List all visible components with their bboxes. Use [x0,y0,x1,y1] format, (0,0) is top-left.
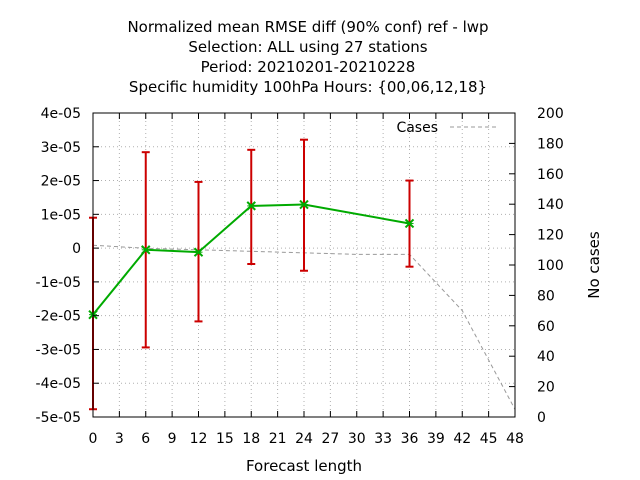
y-tick-label: 3e-05 [41,140,81,156]
x-tick-label: 24 [295,431,313,447]
chart-title: Normalized mean RMSE diff (90% conf) ref… [127,18,488,96]
x-tick-label: 18 [242,431,260,447]
y2-tick-label: 80 [537,288,555,304]
x-tick-label: 48 [506,431,524,447]
y2-tick-label: 40 [537,349,555,365]
rmse-diff-line [92,203,410,316]
title-line: Period: 20210201-20210228 [201,58,416,76]
x-tick-label: 9 [168,431,177,447]
x-tick-label: 3 [115,431,124,447]
x-tick-label: 27 [321,431,339,447]
axes: 0 3 6 9 12 15 18 21 24 27 30 33 36 39 42 45 48-5e-05-4e-… [36,106,603,475]
x-tick-label: 12 [190,431,208,447]
x-tick-label: 6 [141,431,150,447]
series-layer [88,138,516,411]
data-point-marker [299,199,309,210]
x-tick-label: 39 [427,431,445,447]
title-line: Selection: ALL using 27 stations [188,38,427,56]
y2-tick-label: 100 [537,258,564,274]
y2-axis-label: No cases [585,231,603,299]
x-tick-label: 21 [269,431,287,447]
y-tick-label: 1e-05 [41,207,81,223]
y2-tick-label: 120 [537,228,564,244]
y-tick-label: -1e-05 [36,275,81,291]
x-axis-label: Forecast length [246,457,362,475]
data-point-marker [404,218,415,229]
legend: Cases [396,120,498,136]
x-tick-label: 0 [89,431,98,447]
data-point-marker [141,245,151,255]
y2-tick-label: 140 [537,197,564,213]
y-tick-label: -4e-05 [36,376,81,392]
y-tick-label: -3e-05 [36,342,81,358]
y-tick-label: -2e-05 [36,309,81,325]
y-tick-label: 4e-05 [41,106,81,122]
x-tick-label: 30 [348,431,366,447]
title-line: Normalized mean RMSE diff (90% conf) ref… [127,18,488,36]
y2-tick-label: 160 [537,167,564,183]
y2-tick-label: 180 [537,136,564,152]
x-tick-label: 36 [401,431,419,447]
y-tick-label: -5e-05 [36,410,81,426]
legend-label-cases: Cases [396,120,438,136]
x-tick-label: 42 [453,431,471,447]
y2-tick-label: 0 [537,410,546,426]
data-point-marker [246,201,256,211]
title-line: Specific humidity 100hPa Hours: {00,06,1… [129,78,487,96]
y2-tick-label: 20 [537,380,555,396]
x-tick-label: 15 [216,431,234,447]
x-tick-label: 45 [480,431,498,447]
y-tick-label: 2e-05 [41,174,81,190]
x-tick-label: 33 [374,431,392,447]
y-tick-label: 0 [72,241,81,257]
y2-tick-label: 60 [537,319,555,335]
data-point-marker [193,247,204,257]
y2-tick-label: 200 [537,106,564,122]
